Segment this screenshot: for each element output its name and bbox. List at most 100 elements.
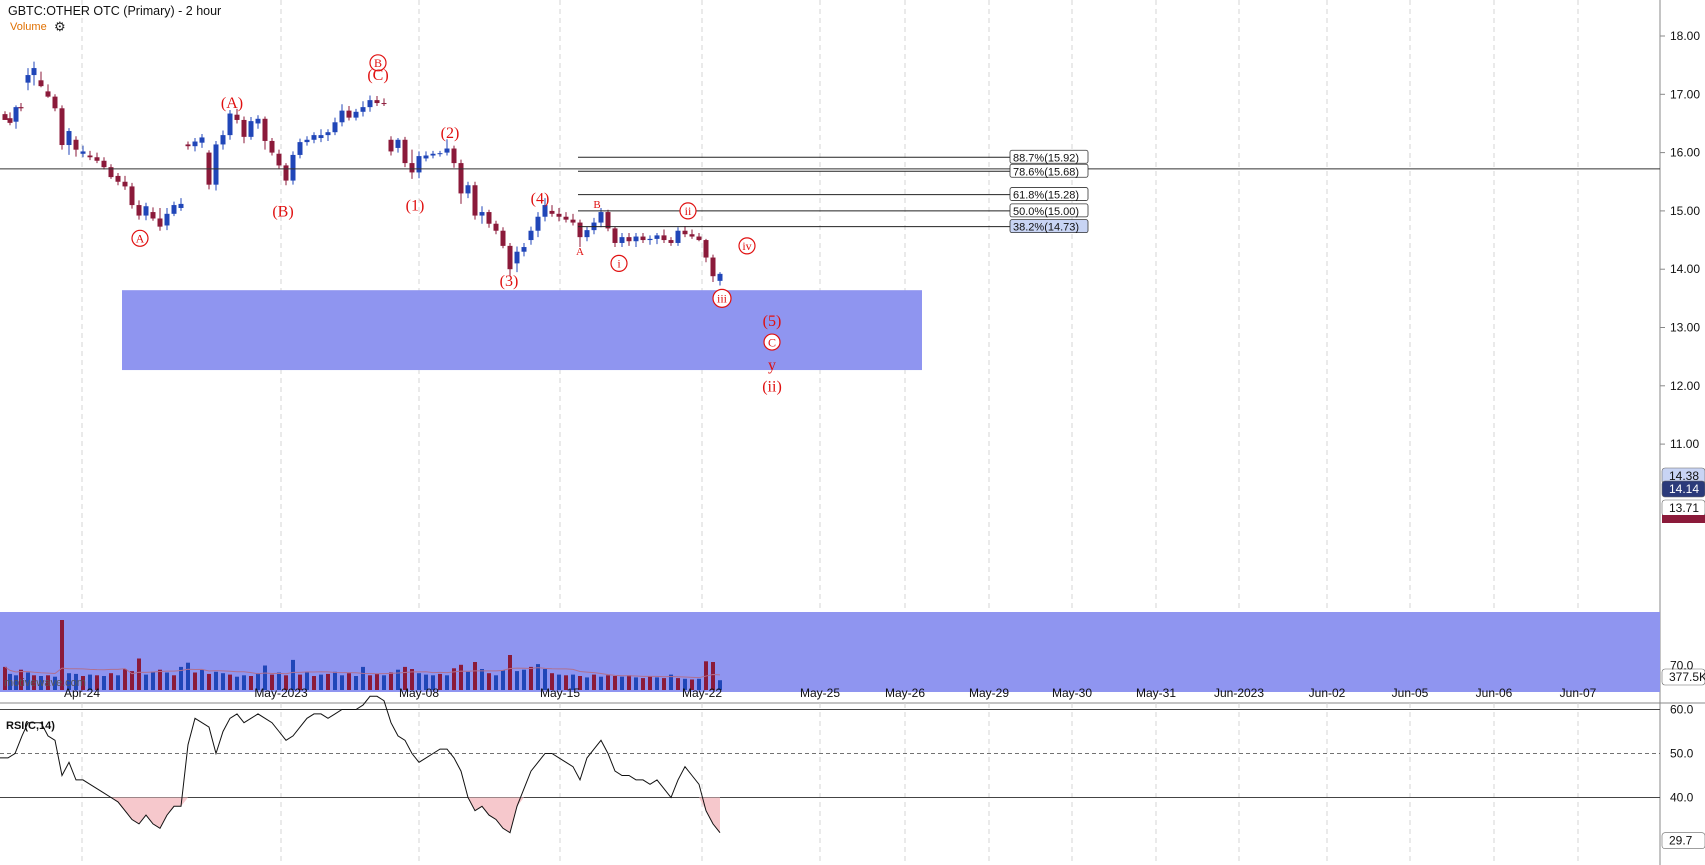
candle-body — [577, 222, 583, 238]
volume-bar — [718, 680, 722, 690]
volume-bar — [46, 675, 50, 690]
volume-bar — [501, 670, 505, 690]
candle-body — [52, 96, 58, 109]
candle-body — [80, 151, 86, 154]
time-axis-label: May-22 — [682, 686, 722, 700]
volume-bar — [403, 666, 407, 690]
wave-label: iv — [742, 239, 751, 253]
wave-label: (ii) — [762, 378, 782, 395]
volume-bar — [550, 673, 554, 690]
candle-body — [605, 212, 611, 229]
candle-body — [304, 139, 310, 143]
volume-bar — [557, 674, 561, 690]
candle-body — [563, 216, 569, 220]
rsi-oversold-fill — [0, 797, 720, 833]
volume-bar — [14, 675, 18, 690]
volume-bar — [228, 674, 232, 690]
volume-bar — [522, 669, 526, 690]
target-zones — [0, 290, 1660, 692]
fib-label-box — [1009, 149, 1089, 164]
watermark: motivewave.com — [4, 677, 86, 689]
candle-body — [465, 185, 471, 194]
candle-body — [430, 153, 436, 156]
volume-bar — [333, 671, 337, 690]
volume-bar — [312, 676, 316, 690]
fib-label: 61.8%(15.28) — [1013, 190, 1079, 202]
volume-average-line — [4, 666, 721, 679]
time-axis-label: Jun-05 — [1392, 686, 1429, 700]
fib-label-box — [1009, 219, 1089, 234]
candle-body — [360, 107, 366, 112]
volume-bar — [102, 676, 106, 690]
volume-bar — [3, 666, 7, 690]
volume-bar — [669, 674, 673, 690]
candle-body — [647, 238, 653, 241]
time-axis-label: May-31 — [1136, 686, 1176, 700]
volume-bar — [361, 666, 365, 690]
candle-body — [297, 142, 303, 155]
volume-bar — [340, 675, 344, 690]
rsi-tick-label: 40.0 — [1670, 791, 1694, 805]
axis-tick-label: 11.00 — [1670, 437, 1699, 451]
candle-body — [318, 135, 324, 139]
candle-body — [668, 240, 674, 243]
candle-body — [192, 141, 198, 147]
volume-bar — [88, 674, 92, 690]
rsi-tick-label: 60.0 — [1670, 703, 1694, 717]
volume-bar — [375, 673, 379, 690]
volume-bar — [179, 666, 183, 690]
volume-bar — [662, 678, 666, 690]
volume-bar — [298, 674, 302, 690]
volume-bar — [151, 671, 155, 690]
volume-tag: 377.5K — [1669, 670, 1705, 684]
candle-body — [528, 230, 534, 241]
volume-bar — [8, 673, 12, 690]
volume-bar — [410, 669, 414, 690]
time-axis-label: May-2023 — [254, 686, 308, 700]
volume-bar — [697, 678, 701, 690]
volume-bar — [543, 669, 547, 690]
candle-body — [710, 257, 716, 277]
axis-tick-label: 15.00 — [1670, 204, 1700, 218]
volume-label[interactable]: Volume — [10, 21, 47, 33]
volume-bar — [641, 678, 645, 690]
wave-circle — [763, 333, 781, 351]
candle-body — [479, 212, 485, 216]
candle-body — [332, 122, 338, 133]
volume-bar — [263, 665, 267, 690]
candle-body — [185, 144, 191, 147]
wave-label: ii — [685, 204, 692, 218]
wave-circle — [369, 54, 387, 72]
wave-circle — [738, 237, 756, 255]
fib-label: 78.6%(15.68) — [1013, 166, 1079, 178]
rsi-tick-label: 70.0 — [1670, 659, 1694, 673]
candle-body — [94, 157, 100, 161]
volume-bar — [515, 671, 519, 690]
wave-label: (1) — [406, 198, 425, 215]
volume-bar — [613, 676, 617, 690]
time-axis-label: Jun-02 — [1309, 686, 1346, 700]
fib-label: 50.0%(15.00) — [1013, 206, 1079, 218]
candle-body — [444, 148, 450, 153]
volume-bar — [74, 673, 78, 690]
wave-label: (B) — [272, 204, 293, 221]
volume-bar — [354, 676, 358, 690]
fib-label: 88.7%(15.92) — [1013, 152, 1079, 164]
volume-bar — [19, 669, 23, 690]
candle-body — [164, 213, 170, 226]
fibonacci-levels: 88.7%(15.92) 78.6%(15.68) 61.8%(15.28) 50.0… — [0, 149, 1660, 234]
candle-body — [227, 113, 233, 136]
volume-bar — [53, 676, 57, 690]
candle-body — [381, 103, 387, 105]
volume-bar — [60, 620, 64, 690]
time-axis-label: Apr-24 — [64, 686, 100, 700]
volume-bar — [592, 674, 596, 690]
time-axis-label: Jun-2023 — [1214, 686, 1264, 700]
candle-body — [108, 167, 114, 178]
candle-body — [423, 155, 429, 159]
volume-bar — [81, 676, 85, 690]
price-marker — [1662, 515, 1705, 523]
candle-body — [2, 114, 8, 120]
gear-icon[interactable]: ⚙ — [54, 19, 66, 34]
